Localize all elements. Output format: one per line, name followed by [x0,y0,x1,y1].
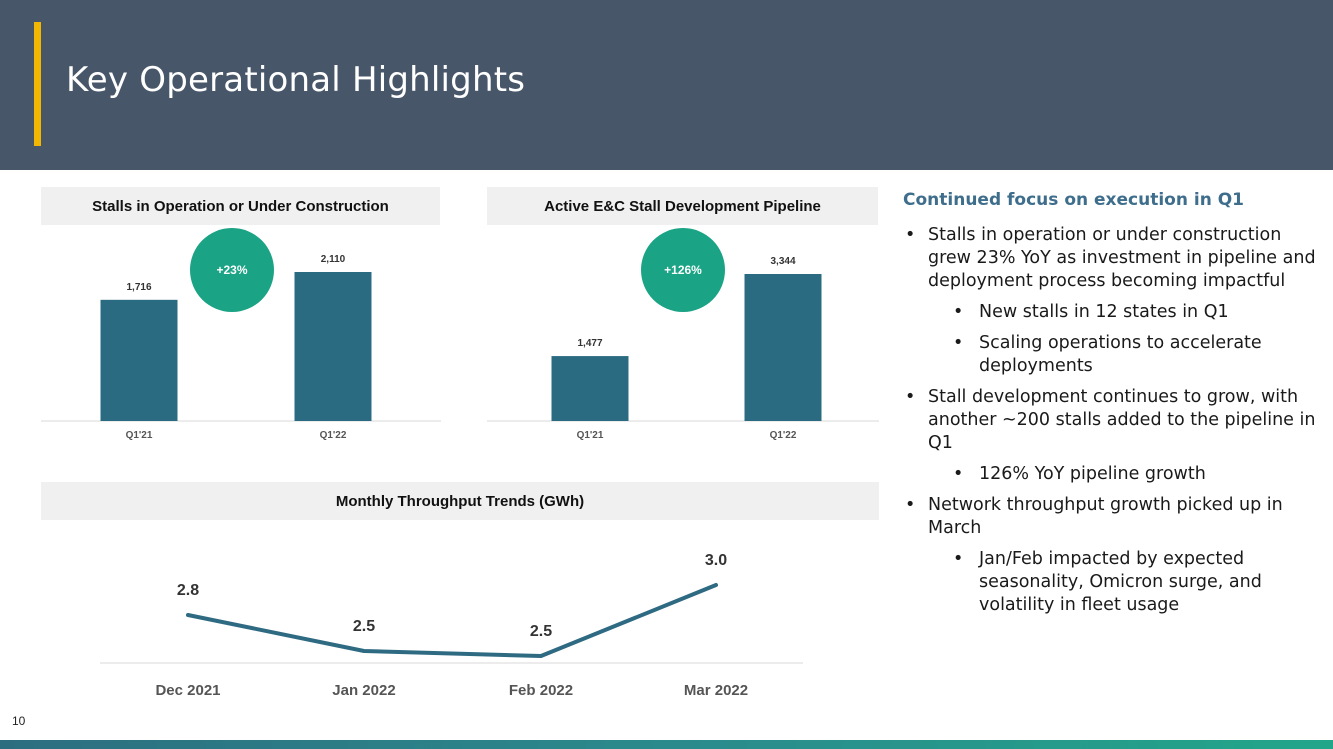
bullet-marker: • [905,225,916,245]
slide-header: Key Operational Highlights [0,0,1333,170]
bar [100,299,178,421]
stalls-chart: 1,716 Q1'21 2,110 Q1'22 +23% [41,228,441,441]
bullet-text: Stalls in operation or under constructio… [928,225,1316,291]
bar [744,274,822,421]
stalls-chart-title: Stalls in Operation or Under Constructio… [41,187,440,225]
bar-value-label: 1,716 [126,282,151,293]
growth-badge-label: +23% [216,263,247,277]
throughput-chart: 2.8 Dec 2021 2.5 Jan 2022 2.5 Feb 2022 3.0 Mar … [100,552,803,699]
line-point [715,584,717,586]
bullet-text: Jan/Feb impacted by expected seasonality… [979,549,1262,615]
bullet-text: Stall development continues to grow, wit… [928,387,1316,453]
bullet-marker: • [953,302,964,322]
highlights-list: • Stalls in operation or under constructi… [903,224,1323,617]
throughput-line [186,583,718,658]
bar [551,356,629,421]
category-tick-label: Feb 2022 [509,682,573,699]
point-value-label: 2.5 [530,623,552,640]
bullet-item: • Network throughput growth picked up in … [903,494,1323,540]
sub-bullet-item: • Jan/Feb impacted by expected seasonalit… [903,548,1323,617]
highlights-heading: Continued focus on execution in Q1 [903,190,1245,210]
point-value-label: 2.8 [177,582,199,599]
bullet-marker: • [905,495,916,515]
bar [294,272,372,421]
bullet-text: Scaling operations to accelerate deploym… [979,333,1262,376]
pipeline-chart-title: Active E&C Stall Development Pipeline [487,187,878,225]
category-tick-label: Mar 2022 [684,682,748,699]
slide-title: Key Operational Highlights [66,60,526,100]
line-point [540,655,542,657]
bar-value-label: 1,477 [577,338,602,349]
footer-bar [0,740,1333,749]
throughput-chart-title: Monthly Throughput Trends (GWh) [41,482,879,520]
bullet-item: • Stalls in operation or under constructi… [903,224,1323,293]
category-tick-label: Q1'21 [577,430,604,441]
point-value-label: 2.5 [353,618,375,635]
category-tick-label: Dec 2021 [155,682,220,699]
category-tick-label: Jan 2022 [332,682,395,699]
bullet-text: New stalls in 12 states in Q1 [979,302,1229,322]
bullet-item: • Stall development continues to grow, wi… [903,386,1323,455]
page-number: 10 [12,714,26,728]
sub-bullet-item: • New stalls in 12 states in Q1 [903,301,1323,324]
bullet-text: 126% YoY pipeline growth [979,464,1206,484]
point-value-label: 3.0 [705,552,727,569]
growth-badge-label: +126% [664,263,702,277]
bar-value-label: 2,110 [321,254,346,265]
bullet-marker: • [905,387,916,407]
bullet-marker: • [953,549,964,569]
category-tick-label: Q1'22 [320,430,347,441]
bullet-marker: • [953,333,964,353]
category-tick-label: Q1'22 [770,430,797,441]
growth-badge [641,228,725,312]
header-accent-bar [34,22,41,146]
pipeline-chart: 1,477 Q1'21 3,344 Q1'22 +126% [487,228,879,441]
line-point [187,614,189,616]
bullet-text: Network throughput growth picked up in M… [928,495,1283,538]
category-tick-label: Q1'21 [126,430,153,441]
sub-bullet-item: • Scaling operations to accelerate deploy… [903,332,1323,378]
bullet-marker: • [953,464,964,484]
bar-value-label: 3,344 [770,256,795,267]
highlights-panel: Continued focus on execution in Q1 • Stal… [903,190,1323,625]
line-point [363,650,365,652]
growth-badge [190,228,274,312]
sub-bullet-item: • 126% YoY pipeline growth [903,463,1323,486]
